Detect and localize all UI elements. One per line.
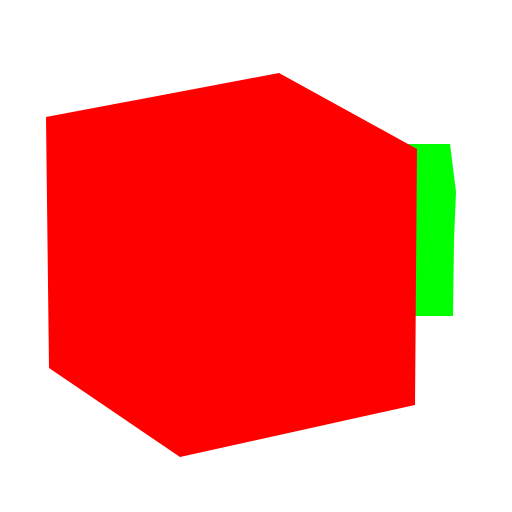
green-object (405, 144, 456, 316)
red-cube (46, 73, 417, 457)
